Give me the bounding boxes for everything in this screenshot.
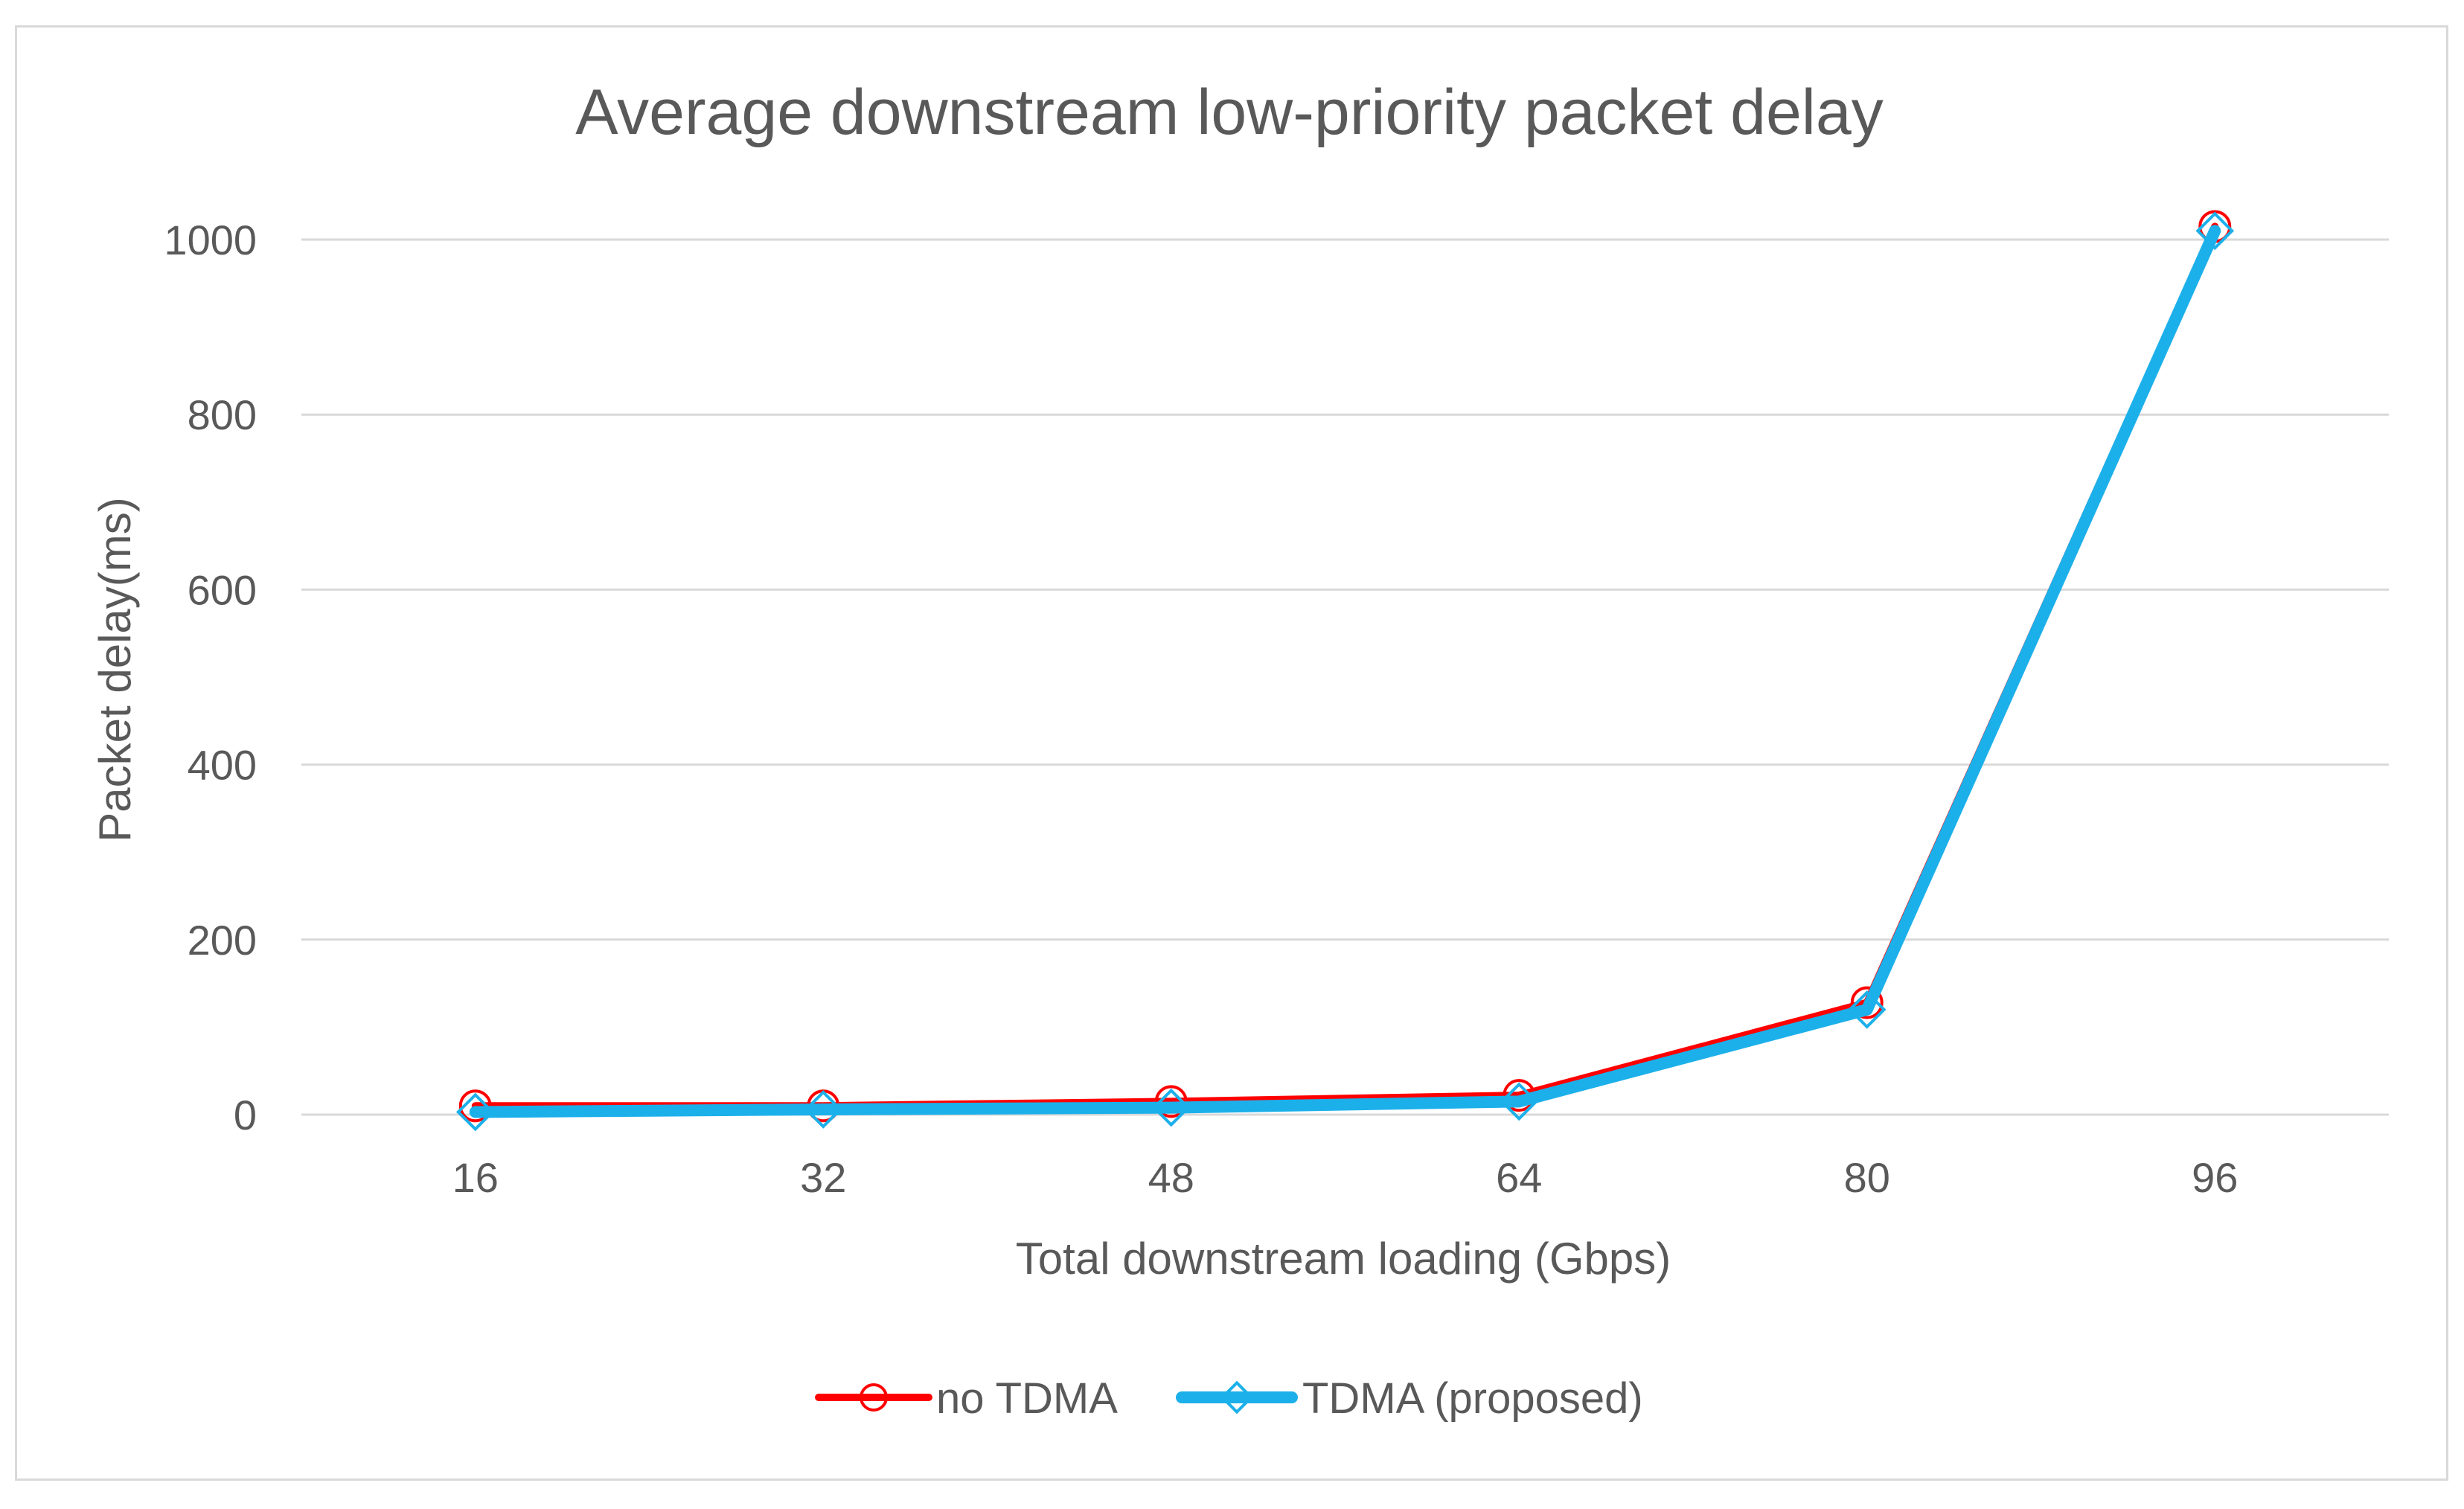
x-tick-label: 16 [452, 1154, 499, 1201]
series-line [471, 222, 2219, 1110]
x-tick-label: 80 [1844, 1154, 1890, 1201]
y-tick-label: 0 [234, 1092, 257, 1138]
legend-label: TDMA (proposed) [1302, 1374, 1643, 1423]
y-tick-labels: 0 200 400 600 800 1000 [164, 217, 257, 1138]
series-tdma-proposed- [455, 211, 2235, 1132]
legend-marker [1220, 1380, 1254, 1415]
data-point [1847, 990, 1887, 1029]
x-tick-label: 32 [800, 1154, 846, 1201]
legend-marker [860, 1383, 888, 1412]
x-tick-label: 64 [1496, 1154, 1542, 1201]
chart-title: Average downstream low-priority packet d… [575, 77, 1883, 148]
legend: no TDMA TDMA (proposed) [815, 1374, 1643, 1423]
series-no-tdma [458, 210, 2232, 1123]
legend-label: no TDMA [936, 1374, 1118, 1423]
data-point [1500, 1082, 1539, 1121]
x-tick-label: 96 [2192, 1154, 2238, 1201]
data-point [804, 1090, 843, 1129]
series-lines [455, 210, 2235, 1132]
legend-item: TDMA (proposed) [1176, 1374, 1643, 1423]
x-tick-labels: 16 32 48 64 80 96 [452, 1154, 2239, 1201]
chart-frame [15, 25, 2448, 1481]
y-axis-label: Packet delay(ms) [90, 497, 140, 842]
data-point [1151, 1088, 1191, 1127]
y-tick-label: 800 [188, 391, 257, 438]
legend-item: no TDMA [815, 1374, 1118, 1423]
x-tick-label: 48 [1148, 1154, 1194, 1201]
data-point [458, 1089, 492, 1123]
gridlines [301, 238, 2389, 1116]
data-point [2195, 211, 2235, 251]
x-axis-label: Total downstream loading (Gbps) [1016, 1234, 1671, 1284]
data-point [455, 1092, 495, 1132]
y-tick-label: 200 [188, 917, 257, 964]
data-point [1850, 986, 1884, 1019]
y-tick-label: 600 [188, 566, 257, 613]
series-line [469, 225, 2221, 1118]
y-tick-label: 1000 [164, 217, 257, 263]
y-tick-label: 400 [188, 742, 257, 789]
